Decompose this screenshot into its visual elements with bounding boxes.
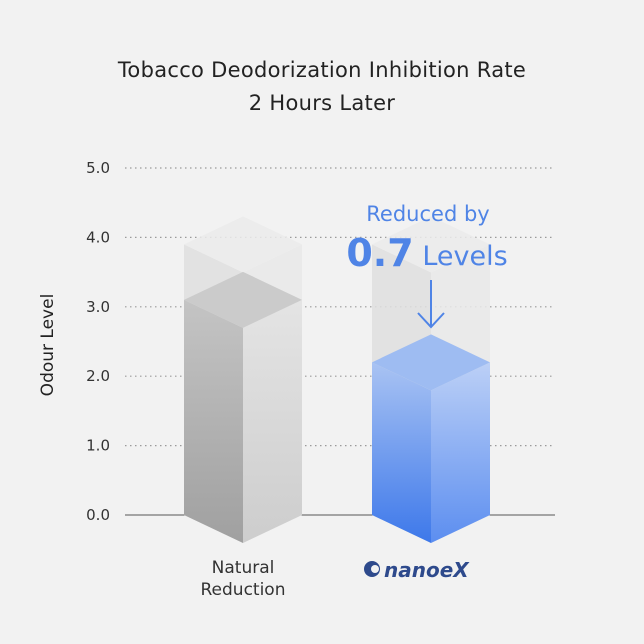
y-tick-label: 2.0	[86, 367, 110, 385]
reduction-annotation: Reduced by 0.7 Levels	[346, 202, 508, 329]
bar-top	[184, 271, 302, 328]
chart-title-line2: 2 Hours Later	[248, 91, 396, 115]
annotation-unit: Levels	[422, 241, 507, 272]
bar-natural-reduction	[184, 271, 302, 543]
bar-top	[372, 334, 490, 391]
y-tick-label: 0.0	[86, 506, 110, 524]
chart-title-line1: Tobacco Deodorization Inhibition Rate	[117, 58, 527, 82]
down-arrow-icon	[417, 280, 445, 329]
category-label-line: Reduction	[201, 580, 286, 600]
annotation-line1: Reduced by	[366, 202, 489, 226]
bar-face-right	[243, 299, 302, 543]
bar-top	[372, 216, 490, 273]
category-label-line: Natural	[212, 558, 275, 578]
bar-face-left	[184, 299, 243, 543]
bar-nanoex	[372, 334, 490, 543]
bar-face-left	[372, 362, 431, 543]
annotation-value: 0.7	[346, 231, 413, 275]
y-tick-label: 4.0	[86, 228, 110, 246]
y-axis: 0.0 1.0 2.0 3.0 4.0 5.0	[86, 159, 110, 524]
y-axis-label: Odour Level	[38, 294, 58, 397]
y-tick-label: 1.0	[86, 437, 110, 455]
category-label-natural: Natural Reduction	[201, 558, 286, 600]
bars-layer	[184, 216, 490, 543]
y-tick-label: 5.0	[86, 159, 110, 177]
nanoex-logo-text: nanoeX	[384, 558, 470, 582]
nanoex-logo: nanoeX	[364, 558, 470, 582]
y-tick-label: 3.0	[86, 298, 110, 316]
bar-face-right	[431, 362, 490, 543]
bar-top	[184, 216, 302, 273]
